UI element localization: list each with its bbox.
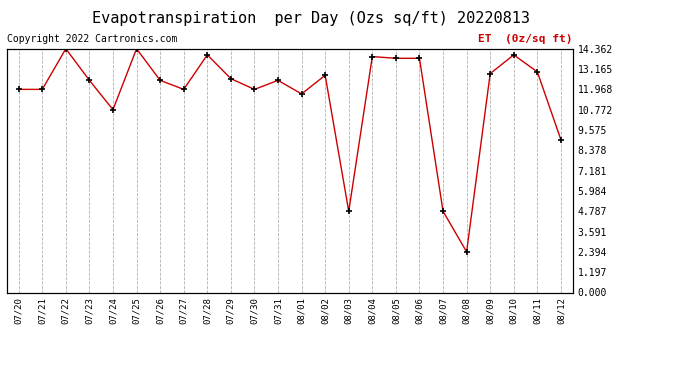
Text: ET  (0z/sq ft): ET (0z/sq ft) <box>478 34 573 44</box>
Text: Evapotranspiration  per Day (Ozs sq/ft) 20220813: Evapotranspiration per Day (Ozs sq/ft) 2… <box>92 11 529 26</box>
Text: Copyright 2022 Cartronics.com: Copyright 2022 Cartronics.com <box>7 34 177 44</box>
